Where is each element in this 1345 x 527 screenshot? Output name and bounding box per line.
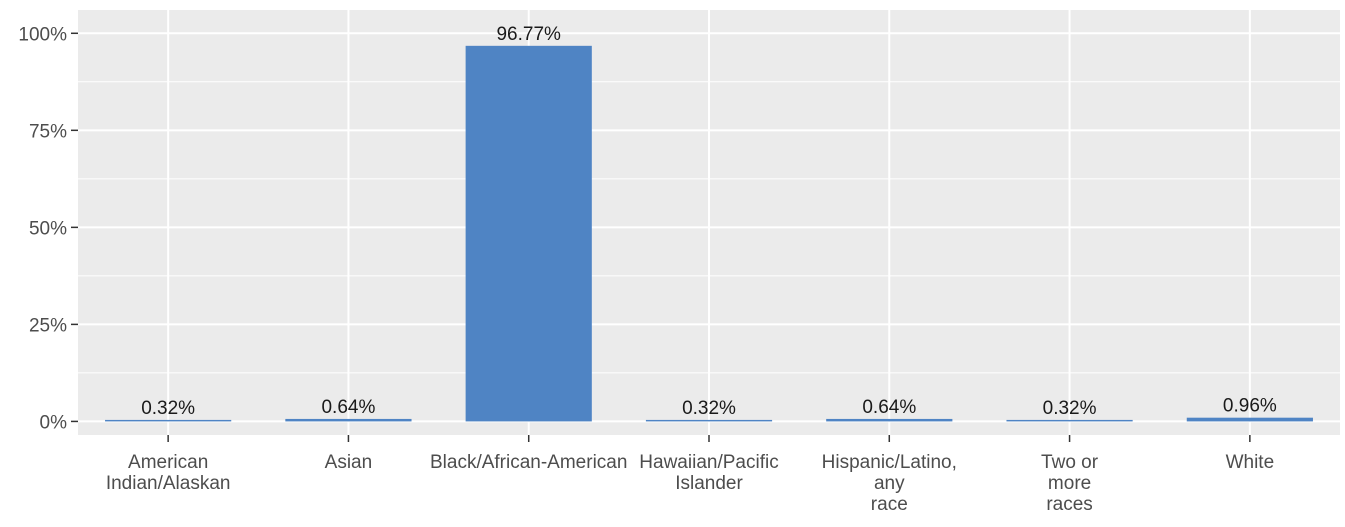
bar: [1186, 417, 1313, 422]
bars: [105, 45, 1313, 422]
bar: [285, 418, 412, 422]
data-label: 0.64%: [862, 397, 916, 418]
x-axis: American Indian/Alaskan Asian Black/African…: [106, 435, 1274, 515]
y-tick-label: 25%: [29, 315, 67, 336]
bar: [826, 418, 953, 422]
data-label: 0.96%: [1223, 396, 1277, 417]
data-labels: 0.32% 0.64% 96.77% 0.32% 0.64% 0.32% 0.96%: [141, 24, 1277, 419]
bar: [465, 45, 592, 422]
data-label: 0.32%: [141, 398, 195, 419]
x-tick-label: Hispanic/Latino, any race: [822, 452, 957, 515]
x-tick-label: American Indian/Alaskan: [106, 452, 231, 494]
x-tick-label: Two or more races: [1041, 452, 1099, 515]
y-tick-label: 0%: [40, 412, 68, 433]
y-tick-label: 50%: [29, 218, 67, 239]
bar: [105, 419, 232, 422]
bar: [1006, 419, 1133, 422]
x-tick-label: Black/African-American: [430, 452, 627, 473]
y-tick-label: 100%: [18, 24, 67, 45]
data-label: 96.77%: [496, 24, 561, 45]
x-tick-label: Hawaiian/Pacific Islander: [639, 452, 778, 494]
x-tick-label: Asian: [325, 452, 373, 473]
major-gridlines: [78, 10, 1340, 435]
y-tick-label: 75%: [29, 121, 67, 142]
x-tick-label: White: [1226, 452, 1275, 473]
bar: [645, 419, 773, 422]
data-label: 0.32%: [682, 398, 736, 419]
data-label: 0.32%: [1043, 398, 1097, 419]
y-axis: 0% 25% 50% 75% 100%: [18, 24, 78, 433]
data-label: 0.64%: [321, 397, 375, 418]
